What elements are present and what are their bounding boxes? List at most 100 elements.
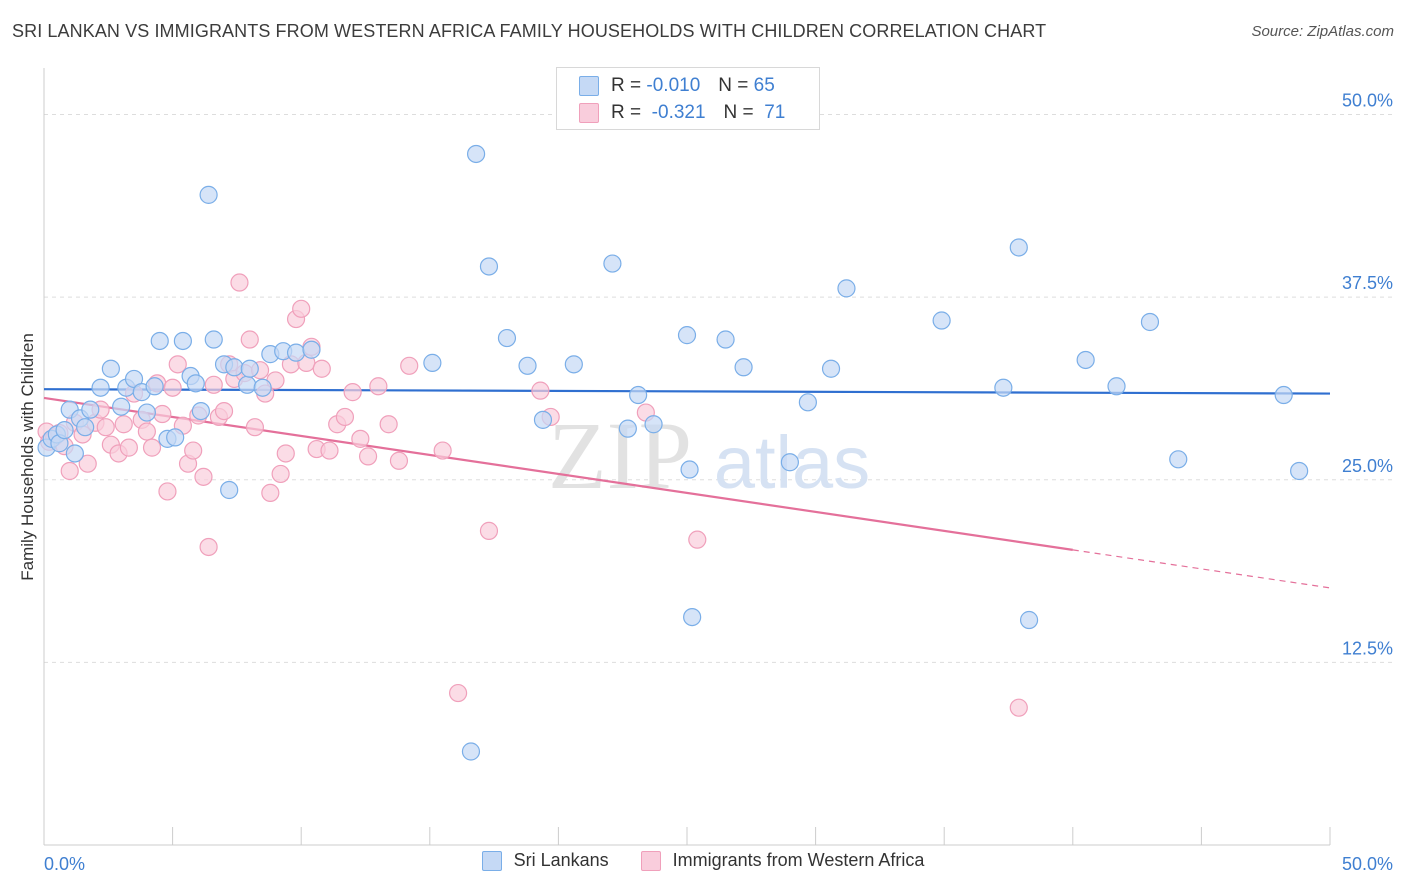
point-western-africa bbox=[312, 359, 331, 378]
point-western-africa bbox=[379, 415, 398, 434]
point-western-africa bbox=[60, 461, 79, 481]
point-sri-lankans bbox=[65, 444, 84, 463]
point-sri-lankans bbox=[225, 358, 244, 377]
swatch-pink bbox=[579, 103, 599, 123]
point-sri-lankans bbox=[1274, 385, 1293, 405]
n-label: N = bbox=[718, 75, 749, 96]
point-sri-lankans bbox=[204, 330, 223, 349]
point-sri-lankans bbox=[683, 607, 702, 627]
point-sri-lankans bbox=[680, 460, 699, 479]
point-western-africa bbox=[194, 467, 213, 486]
stats-row-western-africa: R = -0.321 N = 71 bbox=[579, 100, 785, 126]
point-sri-lankans bbox=[677, 326, 697, 345]
point-western-africa bbox=[163, 378, 182, 397]
point-sri-lankans bbox=[199, 185, 218, 204]
point-western-africa bbox=[230, 273, 249, 292]
point-western-africa bbox=[343, 383, 362, 402]
watermark-zip: ZIP bbox=[548, 402, 692, 509]
r-label: R = bbox=[611, 75, 642, 96]
y-tick-label: 12.5% bbox=[1342, 638, 1393, 658]
point-sri-lankans bbox=[186, 374, 205, 393]
point-western-africa bbox=[142, 438, 162, 457]
x-tick-label-min: 0.0% bbox=[44, 854, 85, 874]
point-sri-lankans bbox=[253, 378, 272, 397]
point-western-africa bbox=[1009, 698, 1028, 717]
point-sri-lankans bbox=[91, 378, 110, 397]
point-western-africa bbox=[158, 482, 177, 501]
point-sri-lankans bbox=[137, 403, 156, 422]
point-western-africa bbox=[400, 356, 419, 375]
point-sri-lankans bbox=[101, 359, 120, 378]
legend-item-western-africa[interactable]: Immigrants from Western Africa bbox=[640, 850, 924, 871]
point-sri-lankans bbox=[1169, 450, 1188, 469]
swatch-blue bbox=[579, 76, 599, 96]
point-sri-lankans bbox=[238, 375, 257, 394]
n-label: N = bbox=[723, 102, 754, 123]
point-western-africa bbox=[137, 422, 156, 441]
point-sri-lankans bbox=[173, 331, 192, 351]
point-sri-lankans bbox=[1019, 610, 1039, 630]
legend-item-sri-lankans[interactable]: Sri Lankans bbox=[481, 850, 609, 871]
r-label: R = bbox=[611, 102, 642, 123]
legend-label: Sri Lankans bbox=[513, 850, 609, 870]
point-sri-lankans bbox=[466, 144, 486, 164]
point-western-africa bbox=[261, 483, 280, 503]
legend-swatch-pink bbox=[640, 850, 661, 871]
point-western-africa bbox=[245, 418, 265, 437]
point-sri-lankans bbox=[837, 279, 856, 298]
point-sri-lankans bbox=[76, 418, 95, 437]
point-sri-lankans bbox=[423, 353, 442, 372]
point-western-africa bbox=[78, 454, 97, 473]
r-value: -0.321 bbox=[651, 102, 706, 123]
point-sri-lankans bbox=[286, 343, 306, 362]
y-tick-label: 37.5% bbox=[1342, 273, 1393, 293]
point-western-africa bbox=[168, 355, 187, 374]
point-sri-lankans bbox=[644, 415, 663, 434]
trend-line-western-africa-extension bbox=[1072, 549, 1331, 589]
point-western-africa bbox=[369, 377, 388, 396]
point-sri-lankans bbox=[81, 400, 100, 419]
point-western-africa bbox=[448, 683, 468, 703]
point-sri-lankans bbox=[1290, 461, 1309, 481]
legend-swatch-blue bbox=[481, 850, 502, 871]
point-western-africa bbox=[351, 429, 370, 448]
point-western-africa bbox=[292, 299, 311, 318]
point-sri-lankans bbox=[302, 340, 321, 359]
point-sri-lankans bbox=[166, 428, 185, 447]
r-value: -0.010 bbox=[646, 75, 701, 96]
point-sri-lankans bbox=[240, 359, 259, 378]
point-sri-lankans bbox=[932, 311, 951, 330]
point-sri-lankans bbox=[994, 378, 1013, 397]
point-western-africa bbox=[96, 418, 115, 437]
y-tick-label: 50.0% bbox=[1342, 91, 1393, 111]
point-sri-lankans bbox=[220, 480, 239, 500]
point-western-africa bbox=[389, 451, 409, 470]
point-western-africa bbox=[119, 438, 138, 457]
points-layer bbox=[37, 144, 1309, 761]
point-western-africa bbox=[204, 375, 223, 394]
point-sri-lankans bbox=[821, 359, 841, 378]
x-tick-label-max: 50.0% bbox=[1342, 854, 1393, 874]
point-western-africa bbox=[240, 330, 259, 349]
point-sri-lankans bbox=[145, 377, 164, 396]
point-western-africa bbox=[433, 441, 452, 460]
point-sri-lankans bbox=[1076, 350, 1095, 370]
point-sri-lankans bbox=[780, 453, 799, 472]
point-western-africa bbox=[271, 464, 290, 484]
point-western-africa bbox=[184, 441, 203, 460]
point-sri-lankans bbox=[798, 393, 817, 412]
point-sri-lankans bbox=[112, 397, 131, 416]
point-western-africa bbox=[199, 537, 218, 557]
series-legend: Sri Lankans Immigrants from Western Afri… bbox=[0, 850, 1406, 871]
point-western-africa bbox=[214, 401, 234, 421]
watermark: ZIP atlas bbox=[548, 402, 870, 509]
point-western-africa bbox=[153, 404, 172, 424]
point-sri-lankans bbox=[191, 401, 210, 421]
source-label: Source: ZipAtlas.com bbox=[1251, 23, 1394, 40]
stats-row-sri-lankans: R = -0.010 N = 65 bbox=[579, 73, 775, 99]
point-western-africa bbox=[276, 444, 295, 463]
point-sri-lankans bbox=[629, 385, 648, 405]
y-tick-label: 25.0% bbox=[1342, 456, 1393, 476]
point-western-africa bbox=[320, 441, 339, 460]
